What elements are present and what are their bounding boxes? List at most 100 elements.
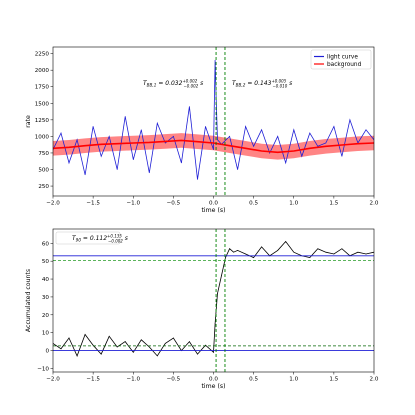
accumulated-counts-point (245, 253, 246, 255)
light-curve-point (237, 169, 238, 170)
light-curve-point (277, 136, 279, 137)
accumulated-counts-point (217, 293, 218, 294)
x-tick-label: 0.5 (249, 201, 258, 207)
x-tick-label: −1.0 (126, 377, 140, 383)
x-tick-label: 0.5 (249, 377, 258, 383)
y-tick-label: 750 (38, 151, 49, 157)
background-point (213, 142, 214, 144)
light-curve-point (116, 169, 118, 170)
x-tick-label: 1.0 (289, 201, 298, 207)
background-point (164, 141, 166, 142)
accumulated-counts-point (285, 241, 287, 242)
accumulated-counts-point (237, 250, 238, 251)
light-curve-point (68, 162, 70, 164)
light-curve-point (261, 129, 262, 131)
light-curve-panel: −2.0 −1.5 −1.0 −0.5 0.0 0.5 1.0 1.5 2.0 250 500 750… (25, 46, 379, 214)
accumulated-counts-point (132, 351, 134, 353)
light-curve-point (325, 142, 327, 144)
y-tick-label: 2000 (35, 68, 50, 74)
x-tick-label: 1.5 (329, 201, 338, 207)
accumulated-counts-point (140, 339, 142, 341)
y-tick-label: 1250 (35, 118, 50, 124)
light-curve-point (333, 126, 335, 127)
y-tick-label: 10 (42, 331, 50, 337)
accumulated-counts-point (189, 341, 190, 342)
background-point (132, 142, 134, 144)
accumulated-counts-point (333, 253, 335, 255)
light-curve-point (92, 126, 94, 127)
y-tick-label: 0 (45, 349, 49, 355)
accumulated-counts-point (357, 251, 359, 253)
accumulated-counts-panel: −2.0 −1.5 −1.0 −0.5 0.0 0.5 1.0 1.5 2.0 −10 0 10 20 3… (25, 228, 379, 390)
plot-area (53, 229, 374, 372)
accumulated-counts-point (325, 251, 327, 253)
accumulated-counts-point (293, 251, 295, 253)
legend-box (310, 49, 372, 70)
light-curve-point (269, 152, 271, 154)
y-tick-label: 30 (42, 295, 50, 301)
light-curve-point (341, 155, 343, 157)
x-tick-label: 2.0 (370, 201, 379, 207)
legend-box (55, 231, 121, 245)
t-bb-1-annotation: TBB,1 = 0.032+0.002 −0.002 s (143, 78, 203, 88)
light-curve-point (301, 155, 303, 157)
axes-frame (52, 46, 375, 197)
light-curve-point (124, 116, 126, 117)
background-point (309, 147, 311, 149)
background-point (277, 151, 279, 153)
x-tick-label: 1.0 (289, 377, 298, 383)
background-point (100, 143, 102, 145)
background-point (84, 145, 86, 147)
light-curve-line (53, 60, 374, 180)
light-curve-point (108, 136, 110, 137)
accumulated-counts-point (365, 253, 367, 255)
light-curve-point (132, 159, 134, 160)
x-tick-label: 1.5 (329, 377, 338, 383)
accumulated-counts-point (253, 257, 254, 258)
accumulated-counts-point (309, 257, 311, 258)
accumulated-counts-point (221, 275, 222, 276)
background-point (197, 141, 198, 143)
background-point (116, 143, 118, 145)
light-curve-point (245, 126, 246, 127)
x-tick-label: 0.0 (209, 201, 218, 207)
light-curve-point (217, 139, 218, 141)
y-tick-label: 1750 (35, 85, 50, 91)
light-curve-point (76, 139, 78, 141)
light-curve-point (213, 149, 214, 150)
t-bb-2-annotation: TBB,2 = 0.143+0.005 −0.010 s (232, 78, 292, 88)
light-curve-point (140, 129, 142, 131)
legend-label: background (327, 62, 362, 68)
y-tick-label: 1500 (35, 101, 50, 107)
light-curve-point (181, 162, 182, 164)
accumulated-counts-point (84, 334, 86, 335)
legend-label: T90 = 0.112+0.135 −0.002 s (72, 234, 128, 244)
x-tick-label: −1.5 (86, 201, 100, 207)
y-tick-label: 1000 (35, 134, 50, 140)
accumulated-counts-point (148, 346, 150, 348)
accumulated-counts-point (317, 248, 319, 250)
background-point (325, 145, 327, 147)
legend-label: light curve (327, 55, 358, 61)
accumulated-counts-point (214, 323, 216, 325)
x-tick-label: −1.0 (126, 201, 140, 207)
accumulated-counts-point (116, 346, 118, 348)
accumulated-counts-point (108, 335, 110, 337)
x-axis-label: time (s) (202, 383, 226, 390)
accumulated-counts-point (92, 344, 94, 346)
y-tick-label: 20 (42, 313, 50, 319)
accumulated-counts-point (60, 348, 62, 350)
x-tick-label: 2.0 (370, 377, 379, 383)
background-point (261, 150, 262, 152)
accumulated-counts-point (261, 246, 262, 248)
light-curve-point (189, 106, 190, 107)
light-curve-point (309, 132, 311, 134)
y-tick-label: −10 (37, 366, 49, 372)
x-axis-label: time (s) (202, 207, 226, 214)
light-curve-point (229, 136, 230, 137)
x-tick-label: −0.5 (167, 201, 181, 207)
y-tick-label: 40 (42, 277, 50, 283)
accumulated-counts-point (164, 343, 166, 344)
accumulated-counts-point (341, 248, 343, 250)
light-curve-point (205, 126, 206, 127)
